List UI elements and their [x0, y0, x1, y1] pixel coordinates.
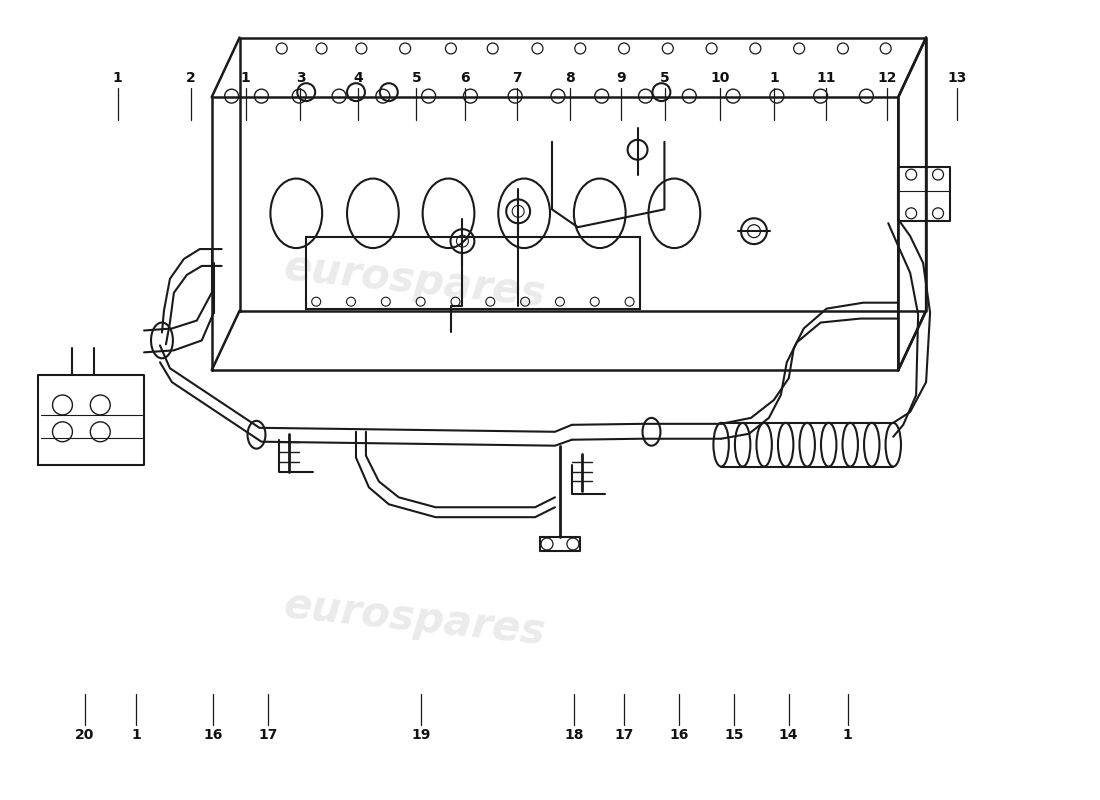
Text: 5: 5: [660, 71, 670, 86]
Text: 16: 16: [670, 728, 689, 742]
Text: 1: 1: [770, 71, 779, 86]
Text: 7: 7: [513, 71, 522, 86]
Text: 1: 1: [843, 728, 852, 742]
Text: 5: 5: [411, 71, 421, 86]
Text: eurospares: eurospares: [282, 246, 548, 315]
Text: 4: 4: [353, 71, 363, 86]
Text: 1: 1: [113, 71, 122, 86]
Text: 9: 9: [616, 71, 626, 86]
Text: 3: 3: [296, 71, 306, 86]
Text: 18: 18: [564, 728, 584, 742]
Text: 17: 17: [257, 728, 277, 742]
Text: 8: 8: [564, 71, 574, 86]
Text: 1: 1: [131, 728, 141, 742]
Text: 11: 11: [816, 71, 836, 86]
Text: eurospares: eurospares: [282, 584, 548, 653]
Text: 14: 14: [779, 728, 799, 742]
Text: 12: 12: [878, 71, 896, 86]
Text: 13: 13: [947, 71, 967, 86]
Text: 2: 2: [186, 71, 196, 86]
Text: 17: 17: [615, 728, 634, 742]
Text: 20: 20: [75, 728, 95, 742]
Text: 10: 10: [710, 71, 729, 86]
Text: 15: 15: [724, 728, 744, 742]
Text: 6: 6: [460, 71, 470, 86]
Text: 16: 16: [204, 728, 222, 742]
Text: 1: 1: [241, 71, 251, 86]
Text: 19: 19: [411, 728, 430, 742]
